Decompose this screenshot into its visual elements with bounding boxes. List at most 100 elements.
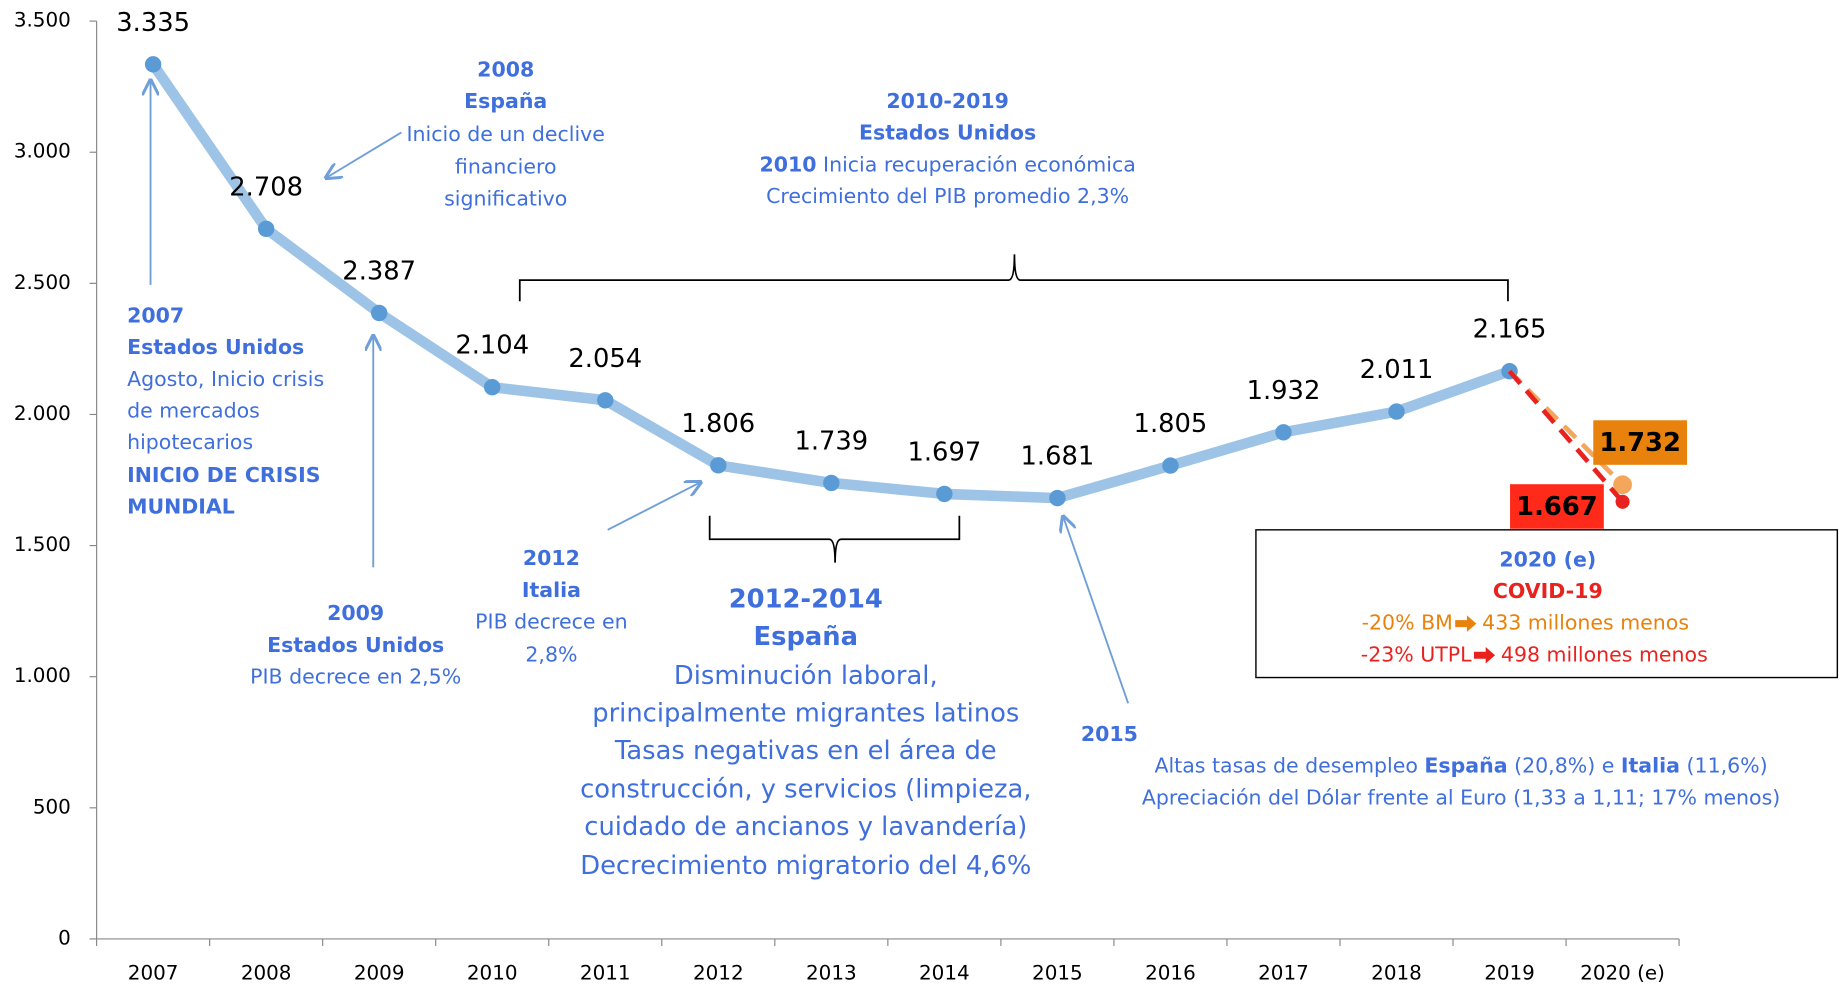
annotation-text: 2010 Inicia recuperación económica xyxy=(759,152,1135,176)
marker xyxy=(370,304,388,322)
y-tick-label: 0 xyxy=(58,926,71,949)
marker xyxy=(257,220,275,237)
data-label: 2.387 xyxy=(342,256,416,286)
annotation-text: 2010-2019 xyxy=(886,89,1009,113)
annotation-text: -20% BM xyxy=(1362,611,1453,635)
data-label: 3.335 xyxy=(116,8,190,38)
arrow-icon xyxy=(1455,615,1477,632)
annotation-text: Apreciación del Dólar frente al Euro (1,… xyxy=(1142,785,1780,809)
annotation-text: 2007 xyxy=(127,303,184,327)
annotation-span: Altas tasas de desempleo xyxy=(1154,754,1424,778)
marker xyxy=(936,485,953,503)
annotation-text: Disminución laboral, xyxy=(674,661,938,691)
y-tick-label: 1.000 xyxy=(14,664,71,687)
data-label: 1.932 xyxy=(1247,376,1321,406)
annotation-2020: 2020 (e) COVID-19 -20% BM 433 millones m… xyxy=(1255,529,1839,679)
data-label: 1.805 xyxy=(1134,409,1208,439)
data-label-box xyxy=(1593,420,1688,465)
y-tick-label: 500 xyxy=(33,795,71,818)
arrow xyxy=(328,131,402,177)
marker xyxy=(1162,457,1179,474)
annotation-text: 498 millones menos xyxy=(1501,642,1708,666)
annotation-text: cuidado de ancianos y lavandería) xyxy=(584,812,1027,842)
annotation-text: financiero xyxy=(455,155,557,179)
data-label: 2.708 xyxy=(229,172,303,202)
annotation-span: (20,8%) e xyxy=(1508,754,1621,778)
annotation-text: Tasas negativas en el área de xyxy=(614,736,997,766)
marker xyxy=(1049,489,1066,507)
annotation-text: 2009 xyxy=(327,601,384,625)
marker xyxy=(484,378,501,396)
annotation-text: hipotecarios xyxy=(127,430,253,454)
x-tick-label: 2019 xyxy=(1484,962,1535,985)
annotation-2009: 2009 Estados Unidos PIB decrece en 2,5% xyxy=(250,601,461,688)
x-tick-label: 2020 (e) xyxy=(1580,962,1665,985)
arrow xyxy=(607,483,699,531)
annotation-text: INICIO DE CRISIS xyxy=(127,463,320,487)
annotation-2015: 2015 Altas tasas de desempleo España (20… xyxy=(1081,722,1780,809)
annotation-text: 433 millones menos xyxy=(1482,611,1689,635)
annotation-span: España xyxy=(1424,754,1507,778)
annotation-span: 2010 xyxy=(759,152,816,176)
brace xyxy=(708,515,961,563)
marker xyxy=(144,56,162,73)
annotation-text: Italia xyxy=(522,578,581,602)
y-tick-label: 3.500 xyxy=(14,9,71,32)
annotation-text: 2020 (e) xyxy=(1499,547,1596,571)
x-tick-label: 2010 xyxy=(467,962,518,985)
marker xyxy=(1615,494,1630,509)
data-label-box xyxy=(1510,484,1604,529)
x-tick-label: 2015 xyxy=(1032,962,1083,985)
marker xyxy=(710,457,727,474)
annotation-text: 2008 xyxy=(477,57,534,81)
annotation-text: principalmente migrantes latinos xyxy=(592,698,1019,728)
annotation-text: construcción, y servicios (limpieza, xyxy=(580,775,1031,805)
data-label: 2.011 xyxy=(1360,355,1434,385)
y-tick-label: 2.000 xyxy=(14,402,71,425)
annotation-text: Estados Unidos xyxy=(267,633,444,657)
annotation-text: Estados Unidos xyxy=(127,335,304,359)
annotation-span: Italia xyxy=(1621,754,1680,778)
x-tick-label: 2018 xyxy=(1371,962,1422,985)
annotation-text: -23% UTPL xyxy=(1361,642,1472,666)
x-tick-label: 2014 xyxy=(919,962,970,985)
annotation-text: Agosto, Inicio crisis xyxy=(127,367,324,391)
data-label: 1.681 xyxy=(1021,442,1095,472)
x-tick-label: 2008 xyxy=(241,962,292,985)
annotation-text: PIB decrece en 2,5% xyxy=(250,665,461,689)
annotation-text: España xyxy=(754,622,859,652)
plot: 0 500 1.000 1.500 2.000 2.500 3.000 3.500 2007 20… xyxy=(14,8,1688,985)
y-tick-label: 1.500 xyxy=(14,533,71,556)
data-label: 2.104 xyxy=(455,331,529,361)
y-tick-label: 2.500 xyxy=(14,271,71,294)
data-label: 1.667 xyxy=(1516,492,1598,522)
annotation-text: COVID-19 xyxy=(1493,579,1603,603)
annotation-text: MUNDIAL xyxy=(127,495,235,519)
data-label: 1.732 xyxy=(1599,428,1681,458)
annotation-span: Inicia recuperación económica xyxy=(817,152,1136,176)
marker xyxy=(1388,403,1405,420)
annotation-text: PIB decrece en xyxy=(475,609,627,633)
annotation-2010-2019: 2010-2019 Estados Unidos 2010 Inicia rec… xyxy=(759,89,1135,208)
arrow-icon xyxy=(1473,647,1496,664)
x-tick-label: 2009 xyxy=(354,962,405,985)
annotation-text: España xyxy=(464,89,547,113)
projection-line xyxy=(1507,369,1625,504)
x-tick-label: 2016 xyxy=(1145,962,1196,985)
brace xyxy=(518,254,1509,302)
annotation-text: Inicio de un declive xyxy=(406,122,604,146)
annotation-text: 2015 xyxy=(1081,722,1138,746)
data-label: 2.165 xyxy=(1473,315,1547,345)
annotation-2008: 2008 España Inicio de un declive financi… xyxy=(406,57,604,210)
annotation-text: 2,8% xyxy=(525,642,577,666)
data-label: 1.697 xyxy=(907,437,981,467)
annotation-span: (11,6%) xyxy=(1680,754,1768,778)
annotation-text: Crecimiento del PIB promedio 2,3% xyxy=(766,184,1129,208)
annotation-text: 2012 xyxy=(523,546,580,570)
marker xyxy=(1275,424,1292,441)
annotation-text: 2012-2014 xyxy=(729,585,883,615)
data-label: 1.739 xyxy=(794,426,868,456)
data-label: 1.806 xyxy=(681,409,755,439)
y-tick-label: 3.000 xyxy=(14,140,71,163)
x-tick-label: 2007 xyxy=(128,962,179,985)
